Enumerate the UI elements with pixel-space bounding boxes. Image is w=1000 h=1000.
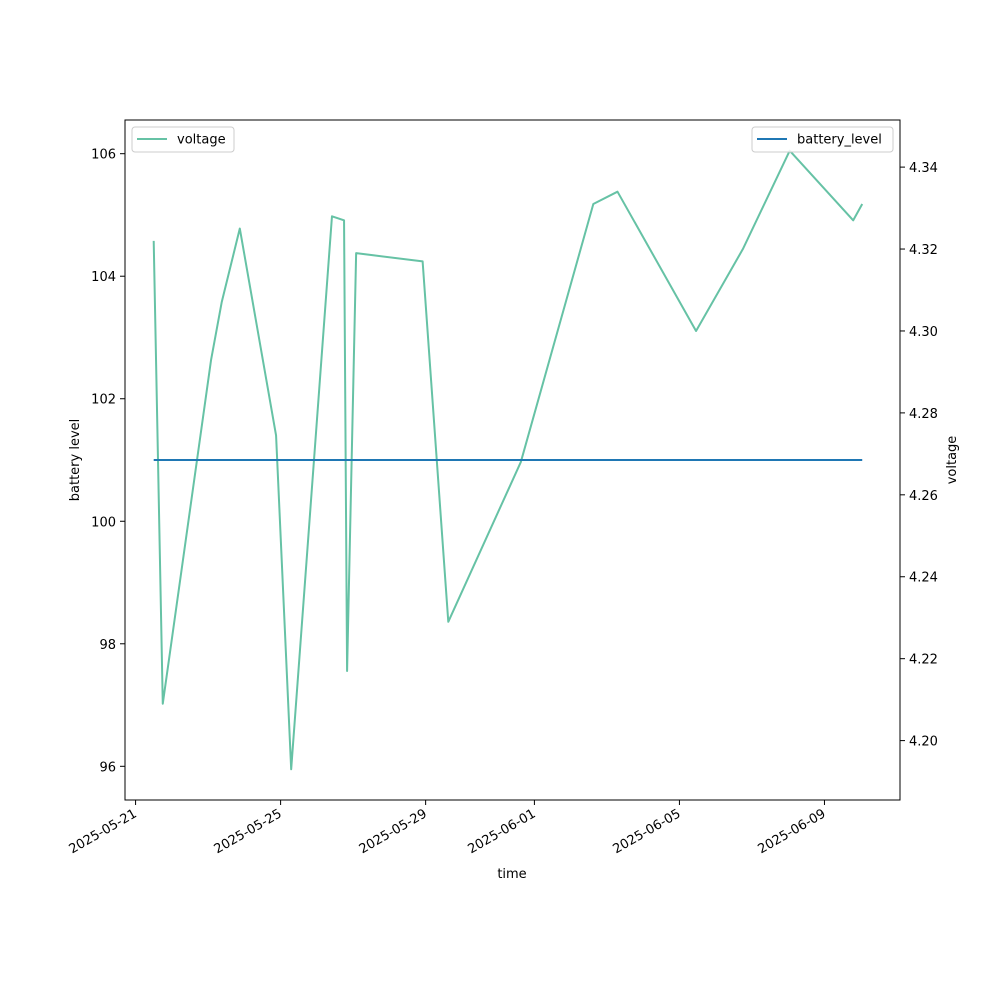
y-right-tick-label: 4.20 (909, 735, 938, 750)
legend-voltage: voltage (131, 126, 235, 153)
legend-voltage-box (131, 126, 235, 153)
y-right-tick-label: 4.30 (909, 325, 938, 340)
legend-voltage-label: voltage (177, 133, 226, 148)
y-axis-label-left: battery level (68, 419, 83, 502)
y-left-tick-label: 98 (99, 638, 116, 653)
legend-battery-level-box (751, 126, 894, 153)
y-left-tick-label: 100 (91, 515, 116, 530)
series-line-voltage (152, 149, 864, 771)
y-left-tick-label: 96 (99, 760, 116, 775)
y-right-tick-label: 4.22 (909, 653, 938, 668)
legend-battery-level-label: battery_level (797, 133, 882, 148)
y-left-tick-label: 106 (91, 148, 116, 163)
y-axis-label-right: voltage (945, 436, 960, 485)
y-right-tick-label: 4.24 (909, 571, 938, 586)
y-right-tick-label: 4.28 (909, 407, 938, 422)
y-left-tick-label: 102 (91, 393, 116, 408)
series-layer (152, 149, 864, 771)
y-left-tick-label: 104 (91, 270, 116, 285)
x-axis-label: time (497, 867, 526, 882)
plot-frame (124, 119, 901, 801)
y-right-tick-label: 4.32 (909, 243, 938, 258)
legend-battery-level: battery_level (751, 126, 894, 153)
y-right-tick-label: 4.34 (909, 161, 938, 176)
y-right-tick-label: 4.26 (909, 489, 938, 504)
